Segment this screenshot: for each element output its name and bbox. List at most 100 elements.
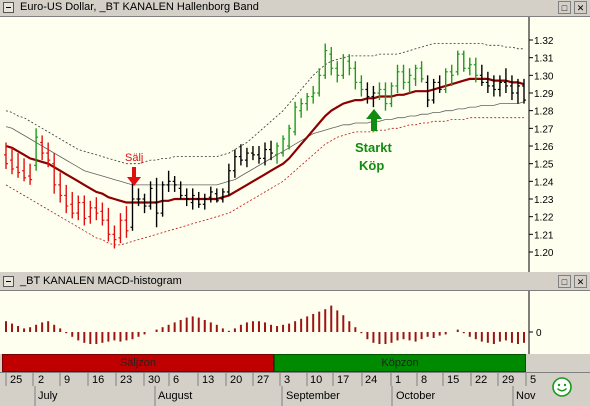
- day-label: 9: [64, 374, 71, 386]
- macd-pane: _BT KANALEN MACD-histogram □ ✕ 0: [0, 274, 590, 354]
- price-bar: [154, 177, 159, 228]
- day-label: 17: [337, 374, 350, 386]
- day-label: 3: [284, 374, 291, 386]
- price-bar: [395, 64, 400, 93]
- price-bar: [269, 140, 274, 161]
- moving-average-line: [5, 77, 525, 204]
- macd-chart[interactable]: 0: [0, 291, 590, 354]
- price-bar: [16, 153, 21, 178]
- price-bar: [22, 158, 27, 182]
- day-label: 10: [310, 374, 323, 386]
- price-bar: [232, 149, 237, 178]
- pane-menu-icon[interactable]: [3, 276, 14, 287]
- macd-pane-titlebar: _BT KANALEN MACD-histogram □ ✕: [0, 274, 590, 291]
- price-bar: [311, 85, 316, 104]
- price-bar: [515, 78, 520, 104]
- price-bar: [401, 64, 406, 90]
- price-bar: [220, 188, 225, 203]
- y-tick-label: 1.27: [534, 124, 554, 135]
- day-label: 8: [421, 374, 428, 386]
- price-bar: [148, 181, 153, 210]
- price-bar: [407, 68, 412, 93]
- pane-menu-icon[interactable]: [3, 2, 14, 13]
- macd-zero-label: 0: [536, 328, 542, 339]
- price-bar: [136, 188, 141, 207]
- price-bar: [467, 57, 472, 76]
- buy-zone-bar: [274, 354, 526, 372]
- price-bar: [341, 54, 346, 79]
- y-tick-label: 1.24: [534, 177, 554, 188]
- price-bar: [359, 75, 364, 97]
- price-bar: [250, 146, 255, 161]
- price-bar: [509, 75, 514, 101]
- price-bar: [178, 181, 183, 199]
- price-bar: [281, 135, 286, 157]
- y-tick-label: 1.25: [534, 160, 554, 171]
- month-label: August: [158, 390, 193, 402]
- day-label: 23: [120, 374, 133, 386]
- price-bar: [226, 163, 231, 196]
- price-bar: [353, 61, 358, 90]
- price-bar: [4, 142, 8, 169]
- price-bar: [425, 75, 430, 108]
- price-bar: [431, 78, 436, 104]
- y-tick-label: 1.30: [534, 71, 554, 82]
- y-tick-label: 1.31: [534, 54, 554, 65]
- price-bar: [479, 64, 484, 86]
- price-bar: [497, 75, 502, 97]
- price-bar: [371, 85, 376, 108]
- day-label: 25: [10, 374, 23, 386]
- price-bar: [142, 193, 147, 214]
- price-bar: [214, 188, 219, 203]
- price-bar: [287, 124, 292, 150]
- date-axis: 25 2 9 16 23 30 6 13 20 27 3 10 17 24 1 …: [0, 372, 590, 406]
- price-bar: [112, 225, 117, 249]
- price-bar: [34, 128, 39, 171]
- y-tick-label: 1.21: [534, 230, 554, 241]
- price-bar: [299, 98, 304, 118]
- price-bar: [172, 176, 177, 192]
- day-label: 22: [475, 374, 488, 386]
- price-bar: [52, 153, 57, 194]
- buy-zone-label: Köpzon: [381, 357, 419, 369]
- buy-signal-label: Köp: [359, 158, 384, 173]
- price-bar: [461, 50, 466, 72]
- day-label: 2: [38, 374, 45, 386]
- price-bar: [118, 213, 123, 244]
- price-bar: [377, 82, 382, 101]
- y-tick-label: 1.29: [534, 89, 554, 100]
- price-bar: [82, 195, 87, 226]
- price-bar: [100, 202, 105, 226]
- price-bar: [275, 142, 280, 164]
- price-chart[interactable]: 1.32 1.31 1.30 1.29 1.28 1.27 1.26 1.25 1.24 1.23…: [0, 17, 590, 272]
- close-button[interactable]: ✕: [574, 275, 587, 288]
- y-tick-label: 1.28: [534, 107, 554, 118]
- month-label: July: [38, 390, 58, 402]
- price-bar: [256, 146, 261, 164]
- price-bar: [389, 82, 394, 108]
- buy-arrow-icon: [366, 109, 382, 131]
- price-bar: [202, 193, 207, 210]
- price-bar: [64, 184, 69, 214]
- y-tick-label: 1.23: [534, 195, 554, 206]
- price-pane-titlebar: Euro-US Dollar, _BT KANALEN Hallenborg B…: [0, 0, 590, 17]
- price-bar: [184, 188, 189, 207]
- price-bar: [166, 170, 171, 192]
- price-bar: [473, 57, 478, 83]
- day-label: 5: [530, 374, 537, 386]
- maximize-button[interactable]: □: [558, 275, 571, 288]
- price-bar: [365, 82, 370, 104]
- price-bar: [40, 135, 45, 161]
- month-label: October: [396, 390, 436, 402]
- close-button[interactable]: ✕: [574, 1, 587, 14]
- y-tick-label: 1.20: [534, 248, 554, 259]
- day-label: 16: [92, 374, 105, 386]
- maximize-button[interactable]: □: [558, 1, 571, 14]
- smiley-icon[interactable]: [551, 376, 573, 398]
- price-bar: [455, 50, 460, 76]
- price-bar: [106, 207, 111, 242]
- price-bar: [323, 43, 328, 79]
- price-bar: [449, 64, 454, 86]
- month-label: Nov: [516, 390, 536, 402]
- price-bar: [293, 101, 298, 136]
